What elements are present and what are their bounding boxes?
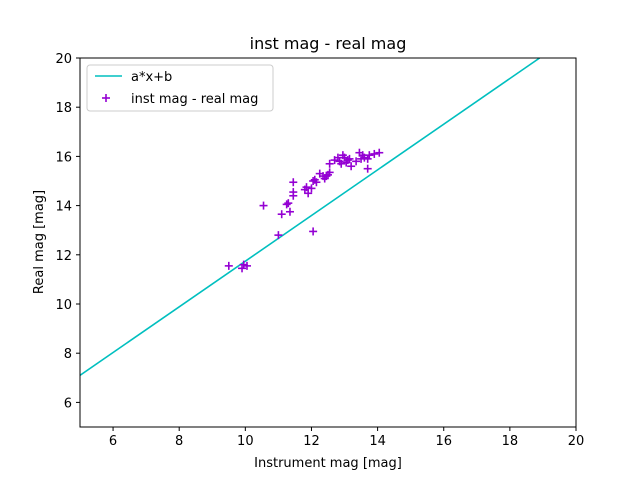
x-tick-label: 14 <box>369 434 386 449</box>
data-point <box>337 159 346 168</box>
data-point <box>282 200 291 209</box>
plot-frame <box>79 57 577 428</box>
x-tick-label: 6 <box>109 434 117 449</box>
legend-label-line: a*x+b <box>131 70 172 85</box>
data-point <box>259 201 268 210</box>
y-tick-label: 14 <box>55 200 72 215</box>
data-point <box>365 151 374 160</box>
y-tick-label: 18 <box>55 101 72 116</box>
y-axis-label: Real mag [mag] <box>32 190 47 294</box>
x-axis-label: Instrument mag [mag] <box>254 456 402 471</box>
data-point <box>312 178 321 187</box>
data-point <box>325 168 334 177</box>
data-point <box>375 148 384 157</box>
data-point <box>224 261 233 270</box>
data-point <box>277 210 286 219</box>
x-tick-label: 8 <box>175 434 183 449</box>
y-tick-label: 6 <box>64 396 72 411</box>
data-point <box>284 199 293 208</box>
data-point <box>242 261 251 270</box>
data-point <box>370 149 379 158</box>
data-point <box>304 189 313 198</box>
data-point <box>352 157 361 166</box>
legend-box <box>86 64 274 112</box>
y-tick-label: 8 <box>64 347 72 362</box>
x-tick-label: 16 <box>435 434 452 449</box>
data-point <box>289 188 298 197</box>
x-tick-label: 18 <box>502 434 519 449</box>
fit-line <box>80 58 541 376</box>
data-point <box>307 184 316 193</box>
y-tick-label: 10 <box>55 298 72 313</box>
y-tick-label: 12 <box>55 249 72 264</box>
chart-title: inst mag - real mag <box>250 34 407 53</box>
data-point <box>302 183 311 192</box>
legend-label-scatter: inst mag - real mag <box>131 92 258 107</box>
y-tick-label: 16 <box>55 150 72 165</box>
y-tick-label: 20 <box>55 52 72 67</box>
data-point <box>325 159 334 168</box>
data-point <box>285 207 294 216</box>
data-point <box>363 164 372 173</box>
plot-area: 6 8 10 12 14 16 18 20 6 8 10 12 14 16 18 20 <box>55 52 584 449</box>
legend: a*x+b inst mag - real mag <box>86 64 274 112</box>
data-point <box>347 162 356 171</box>
data-point <box>309 227 318 236</box>
data-point <box>238 264 247 273</box>
x-tick-label: 20 <box>568 434 585 449</box>
data-point <box>363 154 372 163</box>
x-tick-label: 10 <box>237 434 254 449</box>
x-tick-label: 12 <box>303 434 320 449</box>
data-point <box>274 231 283 240</box>
data-point <box>345 154 354 163</box>
data-point <box>289 178 298 187</box>
data-point <box>343 156 352 165</box>
